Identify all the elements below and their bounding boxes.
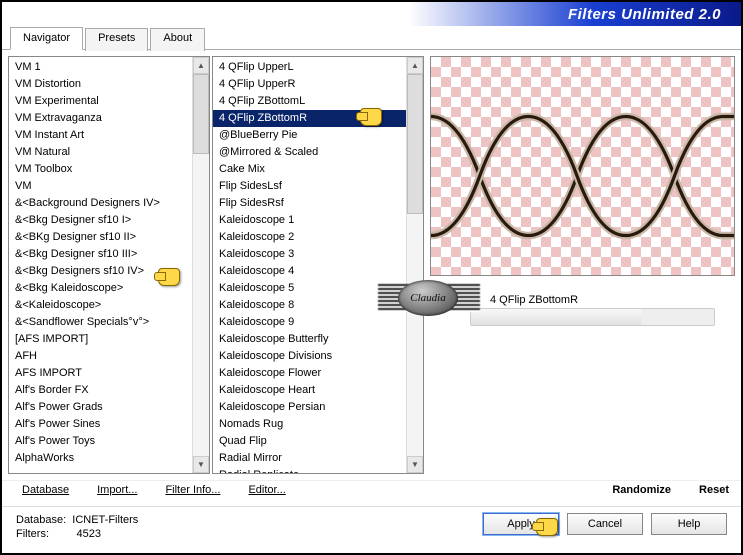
scroll-track[interactable] <box>407 74 423 456</box>
list-item[interactable]: Flip SidesLsf <box>213 178 406 195</box>
scrollbar[interactable]: ▲ ▼ <box>192 57 209 473</box>
list-item[interactable]: Radial Mirror <box>213 450 406 467</box>
editor-button[interactable]: Editor... <box>248 484 285 496</box>
list-item[interactable]: Alf's Power Toys <box>9 433 192 450</box>
scrollbar[interactable]: ▲ ▼ <box>406 57 423 473</box>
list-item[interactable]: VM Extravaganza <box>9 110 192 127</box>
scroll-down-icon[interactable]: ▼ <box>193 456 209 473</box>
database-button[interactable]: Database <box>22 484 69 496</box>
list-item[interactable]: VM Toolbox <box>9 161 192 178</box>
list-item[interactable]: 4 QFlip ZBottomR <box>213 110 406 127</box>
list-item[interactable]: Kaleidoscope Persian <box>213 399 406 416</box>
list-item[interactable]: &<Sandflower Specials°v°> <box>9 314 192 331</box>
category-list: VM 1VM DistortionVM ExperimentalVM Extra… <box>8 56 210 474</box>
db-info: Database: ICNET-Filters Filters: 4523 <box>16 513 138 541</box>
list-item[interactable]: AlphaWorks <box>9 450 192 467</box>
footer: Database: ICNET-Filters Filters: 4523 Ap… <box>2 506 741 547</box>
scroll-up-icon[interactable]: ▲ <box>193 57 209 74</box>
list-item[interactable]: &<Bkg Designers sf10 IV> <box>9 263 192 280</box>
filter-param-slider[interactable] <box>470 308 715 326</box>
list-item[interactable]: Cake Mix <box>213 161 406 178</box>
cancel-button[interactable]: Cancel <box>567 513 643 535</box>
list-item[interactable]: VM Distortion <box>9 76 192 93</box>
list-item[interactable]: @Mirrored & Scaled <box>213 144 406 161</box>
list-item[interactable]: VM <box>9 178 192 195</box>
list-item[interactable]: &<Background Designers IV> <box>9 195 192 212</box>
list-item[interactable]: Alf's Power Grads <box>9 399 192 416</box>
list-item[interactable]: AFH <box>9 348 192 365</box>
tab-strip: Navigator Presets About <box>2 26 741 50</box>
filter-info-button[interactable]: Filter Info... <box>165 484 220 496</box>
list-item[interactable]: Kaleidoscope Butterfly <box>213 331 406 348</box>
list-item[interactable]: &<BKg Designer sf10 II> <box>9 229 192 246</box>
list-item[interactable]: Kaleidoscope 3 <box>213 246 406 263</box>
list-item[interactable]: VM Natural <box>9 144 192 161</box>
list-item[interactable]: Nomads Rug <box>213 416 406 433</box>
preview-image <box>430 56 735 276</box>
list-item[interactable]: Kaleidoscope 4 <box>213 263 406 280</box>
list-item[interactable]: &<Kaleidoscope> <box>9 297 192 314</box>
footer-buttons: Apply Cancel Help <box>483 513 727 535</box>
list-item[interactable]: AFS IMPORT <box>9 365 192 382</box>
tab-navigator[interactable]: Navigator <box>10 27 83 50</box>
list-item[interactable]: VM Instant Art <box>9 127 192 144</box>
randomize-button[interactable]: Randomize <box>612 484 671 496</box>
apply-button[interactable]: Apply <box>483 513 559 535</box>
dialog-window: Filters Unlimited 2.0 Navigator Presets … <box>0 0 743 555</box>
list-item[interactable]: &<Bkg Kaleidoscope> <box>9 280 192 297</box>
tab-about[interactable]: About <box>150 28 205 51</box>
scroll-thumb[interactable] <box>407 74 423 214</box>
list-item[interactable]: 4 QFlip UpperR <box>213 76 406 93</box>
preview-waves <box>431 57 734 276</box>
window-title: Filters Unlimited 2.0 <box>568 6 721 23</box>
title-bar: Filters Unlimited 2.0 <box>2 2 741 26</box>
list-item[interactable]: 4 QFlip UpperL <box>213 59 406 76</box>
watermark: Claudia <box>390 276 468 320</box>
bottom-button-row: Database Import... Filter Info... Editor… <box>2 480 741 506</box>
scroll-track[interactable] <box>193 74 209 456</box>
filter-list: 4 QFlip UpperL4 QFlip UpperR4 QFlip ZBot… <box>212 56 424 474</box>
list-item[interactable]: 4 QFlip ZBottomL <box>213 93 406 110</box>
list-item[interactable]: Alf's Power Sines <box>9 416 192 433</box>
list-item[interactable]: Quad Flip <box>213 433 406 450</box>
list-item[interactable]: Kaleidoscope 2 <box>213 229 406 246</box>
list-item[interactable]: @BlueBerry Pie <box>213 127 406 144</box>
list-item[interactable]: [AFS IMPORT] <box>9 331 192 348</box>
scroll-thumb[interactable] <box>193 74 209 154</box>
scroll-up-icon[interactable]: ▲ <box>407 57 423 74</box>
list-item[interactable]: Kaleidoscope Heart <box>213 382 406 399</box>
preview-panel: 4 QFlip ZBottomR <box>426 56 735 474</box>
list-item[interactable]: VM Experimental <box>9 93 192 110</box>
filter-list-items[interactable]: 4 QFlip UpperL4 QFlip UpperR4 QFlip ZBot… <box>213 57 406 473</box>
help-button[interactable]: Help <box>651 513 727 535</box>
tab-presets[interactable]: Presets <box>85 28 148 51</box>
list-item[interactable]: Kaleidoscope 9 <box>213 314 406 331</box>
list-item[interactable]: &<Bkg Designer sf10 I> <box>9 212 192 229</box>
list-item[interactable]: Kaleidoscope Divisions <box>213 348 406 365</box>
list-item[interactable]: Kaleidoscope Flower <box>213 365 406 382</box>
import-button[interactable]: Import... <box>97 484 137 496</box>
list-item[interactable]: VM 1 <box>9 59 192 76</box>
scroll-down-icon[interactable]: ▼ <box>407 456 423 473</box>
list-item[interactable]: Radial Replicate <box>213 467 406 473</box>
list-item[interactable]: &<Bkg Designer sf10 III> <box>9 246 192 263</box>
main-area: VM 1VM DistortionVM ExperimentalVM Extra… <box>2 50 741 480</box>
category-list-items[interactable]: VM 1VM DistortionVM ExperimentalVM Extra… <box>9 57 192 473</box>
reset-button[interactable]: Reset <box>699 484 729 496</box>
list-item[interactable]: Flip SidesRsf <box>213 195 406 212</box>
list-item[interactable]: Kaleidoscope 1 <box>213 212 406 229</box>
list-item[interactable]: Alf's Border FX <box>9 382 192 399</box>
